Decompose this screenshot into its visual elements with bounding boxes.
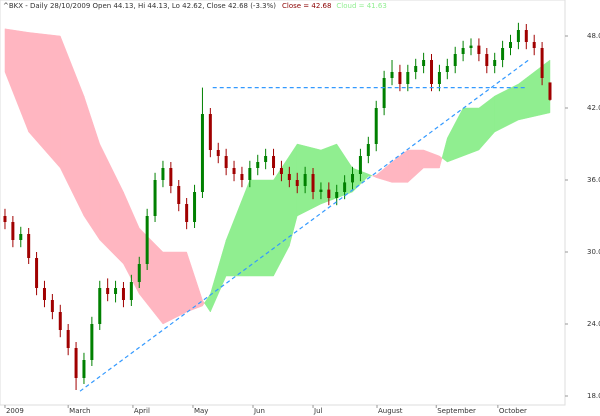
candle-body (177, 186, 181, 204)
candle-body (19, 234, 23, 240)
y-tick-label: 24.0 (587, 320, 600, 328)
candle-body (295, 180, 299, 186)
candle-body (358, 156, 362, 174)
cloud (296, 143, 322, 217)
candle-body (50, 300, 54, 312)
candle-body (200, 114, 204, 192)
legend-entry: Close = 42.68 (282, 2, 331, 10)
x-tick-label: May (194, 407, 208, 415)
y-tick-label: 42.0 (587, 104, 600, 112)
legend-entry: Cloud = 41.63 (336, 2, 386, 10)
y-tick-label: 18.0 (587, 392, 600, 400)
candle-body (114, 288, 118, 294)
candle-body (279, 168, 283, 174)
y-tick-label: 30.0 (587, 248, 600, 256)
cloud (368, 173, 374, 177)
candle-body (11, 222, 15, 240)
candle-body (303, 174, 307, 186)
candle-body (493, 60, 497, 66)
x-tick-label: October (499, 407, 527, 415)
candle-body (42, 288, 46, 300)
candle-body (469, 45, 473, 48)
candle-body (351, 174, 355, 183)
candle-body (406, 72, 410, 84)
candle-body (430, 60, 434, 84)
candle-body (240, 174, 244, 180)
candle-body (121, 288, 125, 300)
candle-body (58, 312, 62, 330)
candle-body (66, 330, 70, 348)
candle-body (540, 48, 544, 78)
y-tick-label: 36.0 (587, 176, 600, 184)
x-tick-label: 2009 (6, 407, 24, 415)
candle-body (248, 168, 252, 180)
candle-body (477, 45, 481, 54)
candle-body (185, 204, 189, 222)
candle-body (232, 168, 236, 174)
candle-body (327, 189, 331, 198)
candle-body (137, 264, 141, 282)
candle-body (366, 144, 370, 156)
candle-body (145, 216, 149, 264)
candle-body (319, 189, 323, 192)
candle-body (437, 72, 441, 84)
candle-body (516, 30, 520, 42)
candle-body (414, 66, 418, 72)
candle-body (161, 168, 165, 180)
candle-body (264, 156, 268, 162)
cloud (462, 107, 480, 157)
candle-body (169, 168, 173, 186)
candle-body (82, 360, 86, 378)
cloud (162, 251, 187, 325)
candle-body (287, 174, 291, 180)
x-tick-label: Jul (313, 407, 323, 415)
candle-body (216, 150, 220, 156)
x-tick-label: April (134, 407, 150, 415)
candle-body (256, 162, 260, 168)
candle-body (422, 60, 426, 66)
candle-body (153, 180, 157, 216)
x-tick-label: March (69, 407, 90, 415)
x-tick-label: August (378, 407, 403, 415)
candle-body (343, 182, 347, 192)
candle-body (106, 288, 110, 294)
candle-body (74, 348, 78, 378)
y-tick-label: 48.0 (587, 32, 600, 40)
candle-body (390, 72, 394, 78)
candle-body (382, 78, 386, 108)
cloud (439, 155, 443, 169)
candle-body (374, 108, 378, 144)
x-tick-label: Jun (253, 407, 265, 415)
trend-line (79, 58, 531, 392)
candle-body (508, 42, 512, 48)
candle-body (524, 30, 528, 42)
cloud (249, 179, 274, 277)
candle-body (90, 324, 94, 360)
candle-body (453, 54, 457, 66)
candle-body (98, 288, 102, 324)
candle-body (548, 82, 552, 100)
candle-body (272, 156, 276, 168)
candle-body (224, 156, 228, 168)
candle-body (501, 48, 505, 60)
candle-body (532, 42, 536, 48)
candle-body (461, 48, 465, 54)
cloud (202, 299, 205, 307)
x-tick-label: September (437, 407, 476, 415)
chart-title: ^BKX - Daily 28/10/2009 Open 44.13, Hi 4… (3, 2, 276, 10)
candle-body (35, 258, 39, 288)
candle-body (3, 216, 7, 222)
candle-body (398, 72, 402, 84)
candle-body (311, 174, 315, 192)
candle-body (208, 114, 212, 150)
candle-body (445, 66, 449, 72)
candle-body (129, 282, 133, 300)
candle-body (193, 192, 197, 222)
candle-body (485, 54, 489, 66)
candle-body (335, 192, 339, 198)
candle-body (27, 234, 31, 258)
